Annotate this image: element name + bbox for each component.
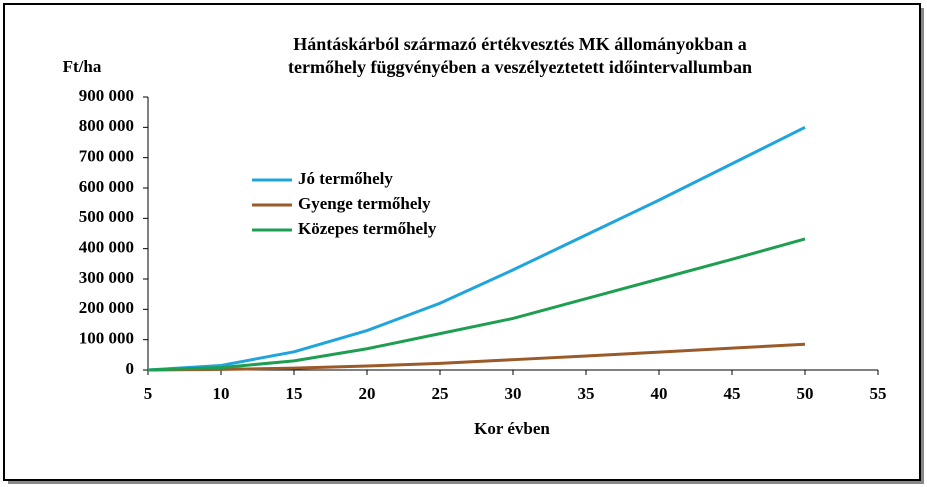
y-tick-label: 400 000 [79,238,134,257]
x-tick-label: 35 [578,384,595,403]
x-tick-label: 40 [651,384,668,403]
x-tick-label: 30 [505,384,522,403]
legend-label: Jó termőhely [298,169,393,188]
chart-title: Hántáskárból származó értékvesztés MK ál… [293,34,746,54]
y-tick-label: 0 [126,359,135,378]
y-tick-label: 500 000 [79,207,134,226]
x-tick-label: 45 [724,384,741,403]
y-tick-label: 100 000 [79,329,134,348]
line-series [147,237,806,372]
line-series [147,125,806,372]
y-axis-label: Ft/ha [63,57,102,76]
x-tick-label: 25 [432,384,449,403]
y-tick-label: 800 000 [79,116,134,135]
x-tick-label: 10 [213,384,230,403]
line-series [147,342,806,372]
legend-label: Gyenge termőhely [298,194,431,213]
x-tick-label: 55 [870,384,887,403]
y-tick-label: 200 000 [79,298,134,317]
x-tick-label: 15 [286,384,303,403]
x-tick-label: 20 [359,384,376,403]
legend-label: Közepes termőhely [298,219,437,238]
y-tick-label: 900 000 [79,86,134,105]
x-tick-label: 5 [144,384,153,403]
y-tick-label: 600 000 [79,177,134,196]
y-tick-label: 700 000 [79,147,134,166]
x-axis-label: Kor évben [474,419,550,438]
legend [245,165,530,245]
y-tick-label: 300 000 [79,268,134,287]
x-tick-label: 50 [797,384,814,403]
chart-title: termőhely függvényében a veszélyeztetett… [288,57,752,77]
